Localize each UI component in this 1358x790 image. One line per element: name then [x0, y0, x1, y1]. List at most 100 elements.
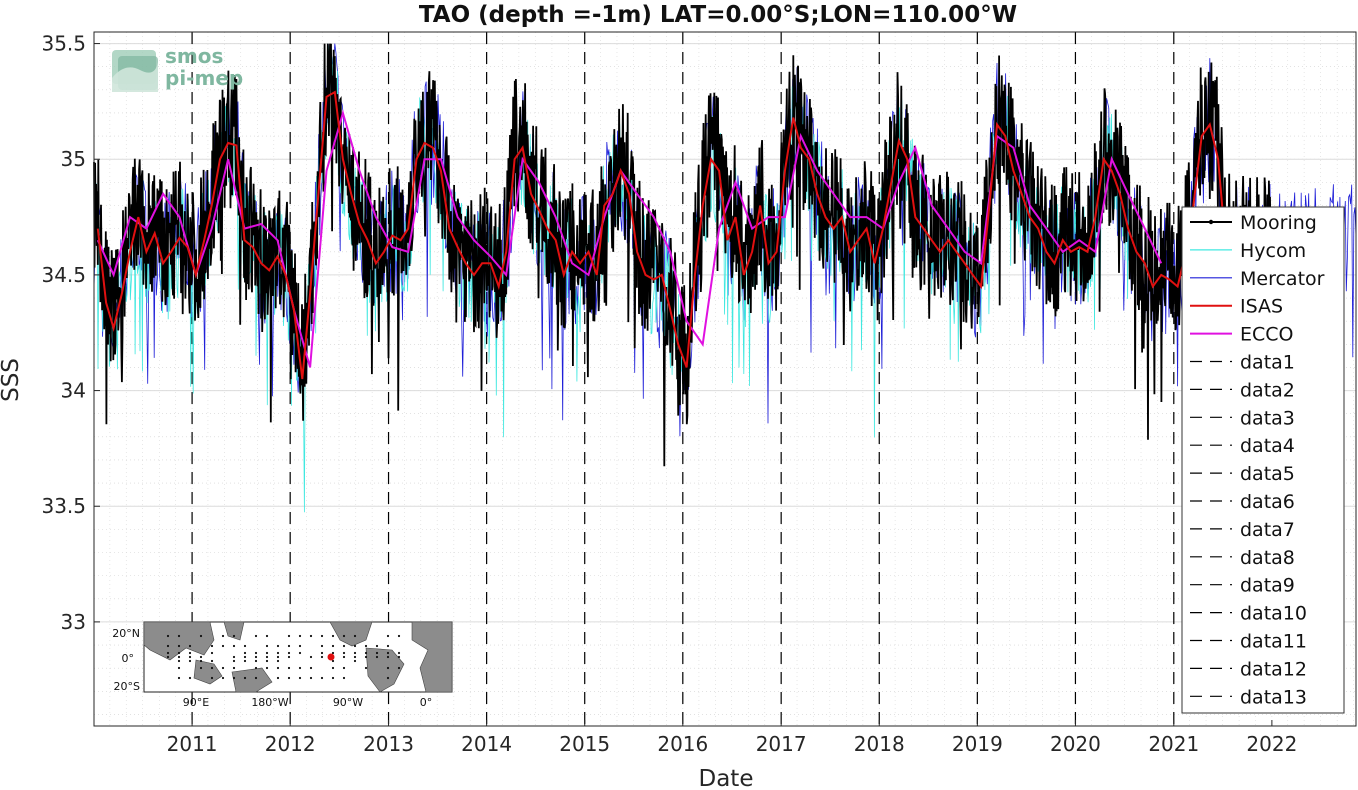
x-axis-label: Date: [699, 766, 754, 790]
buoy-dot: [254, 634, 258, 638]
buoy-dot: [166, 634, 170, 638]
buoy-dot: [364, 644, 368, 648]
x-tick-label: 2012: [265, 732, 316, 756]
land-masses: [143, 621, 453, 693]
buoy-dot: [177, 666, 181, 670]
buoy-dot: [331, 666, 335, 670]
buoy-dot: [254, 659, 258, 663]
legend-label-data12: data12: [1240, 658, 1307, 680]
buoy-dot: [265, 651, 269, 655]
buoy-dot: [232, 655, 236, 659]
x-tick-label: 2014: [461, 732, 512, 756]
legend-label-data4: data4: [1240, 435, 1295, 457]
buoy-dot: [210, 666, 214, 670]
buoy-dot: [177, 655, 181, 659]
buoy-dot: [375, 644, 379, 648]
buoy-dot: [287, 644, 291, 648]
legend-label-hycom: Hycom: [1240, 240, 1306, 262]
buoy-dot: [386, 644, 390, 648]
buoy-dot: [309, 655, 313, 659]
legend-label-data11: data11: [1240, 631, 1307, 653]
buoy-dot: [199, 659, 203, 663]
series-ecco-line: [96, 109, 1163, 368]
buoy-dot: [342, 666, 346, 670]
legend-mooring-marker: [1208, 219, 1214, 225]
buoy-dot: [331, 651, 335, 655]
buoy-dot: [265, 659, 269, 663]
buoy-dot: [353, 644, 357, 648]
buoy-dot: [221, 644, 225, 648]
buoy-dot: [188, 676, 192, 680]
buoy-dot: [298, 666, 302, 670]
buoy-dot: [199, 666, 203, 670]
buoy-dot: [188, 655, 192, 659]
buoy-dot: [166, 644, 170, 648]
buoy-dot: [309, 634, 313, 638]
smos-pimep-logo: smos pi-mep: [112, 44, 243, 92]
buoy-dot: [243, 644, 247, 648]
legend-label-data5: data5: [1240, 463, 1295, 485]
inset-lon-label-90e: 90°E: [183, 696, 209, 709]
buoy-dot: [210, 644, 214, 648]
buoy-dot: [331, 676, 335, 680]
buoy-dot: [188, 644, 192, 648]
x-tick-label: 2022: [1246, 732, 1297, 756]
buoy-dot: [287, 651, 291, 655]
legend-label-data3: data3: [1240, 407, 1295, 429]
chart-title: TAO (depth =-1m) LAT=0.00°S;LON=110.00°W: [419, 2, 1017, 28]
inset-lat-label-south: 20°S: [114, 680, 140, 693]
x-tick-label: 2019: [952, 732, 1003, 756]
legend-label-data6: data6: [1240, 491, 1295, 513]
buoy-dot: [276, 651, 280, 655]
buoy-dot: [232, 676, 236, 680]
buoy-dot: [320, 651, 324, 655]
buoy-dot: [221, 676, 225, 680]
buoy-dot: [397, 634, 401, 638]
legend-label-data7: data7: [1240, 519, 1295, 541]
buoy-dot: [243, 651, 247, 655]
buoy-dot: [375, 651, 379, 655]
x-tick-label: 2018: [854, 732, 905, 756]
buoy-dot: [364, 651, 368, 655]
buoy-dot: [232, 634, 236, 638]
legend: Mooring Hycom Mercator ISAS ECCO data1 data2 da…: [1181, 206, 1345, 714]
buoy-dot: [287, 634, 291, 638]
buoy-dot: [331, 634, 335, 638]
buoy-dot: [276, 644, 280, 648]
x-tick-label: 2020: [1050, 732, 1101, 756]
y-tick-label: 34: [61, 379, 86, 403]
buoy-dot: [265, 666, 269, 670]
buoy-dot: [298, 651, 302, 655]
buoy-dot: [166, 655, 170, 659]
buoy-dot: [265, 655, 269, 659]
buoy-dot: [221, 634, 225, 638]
buoy-dot: [243, 655, 247, 659]
y-tick-label: 33.5: [41, 494, 86, 518]
buoy-dot: [287, 676, 291, 680]
buoy-dot: [177, 659, 181, 663]
y-axis-ticks: 33 33.5 34 34.5 35 35.5: [41, 32, 100, 634]
buoy-dot: [353, 659, 357, 663]
x-tick-label: 2016: [657, 732, 708, 756]
buoy-dot: [221, 666, 225, 670]
buoy-dot: [353, 651, 357, 655]
inset-lat-label-equator: 0°: [122, 652, 135, 665]
buoy-dot: [364, 655, 368, 659]
buoy-dot: [342, 651, 346, 655]
buoy-dot: [342, 676, 346, 680]
buoy-dot: [177, 634, 181, 638]
buoy-dot: [353, 655, 357, 659]
logo-line2: pi-mep: [165, 66, 243, 90]
y-tick-label: 33: [61, 610, 86, 634]
logo-line1: smos: [165, 44, 223, 68]
y-tick-label: 34.5: [41, 263, 86, 287]
buoy-dot: [177, 644, 181, 648]
legend-label-isas: ISAS: [1240, 296, 1283, 318]
inset-lon-label-180w: 180°W: [251, 696, 288, 709]
buoy-dot: [232, 666, 236, 670]
x-tick-label: 2021: [1148, 732, 1199, 756]
buoy-dot: [342, 634, 346, 638]
buoy-dot: [320, 655, 324, 659]
buoy-dot: [364, 666, 368, 670]
